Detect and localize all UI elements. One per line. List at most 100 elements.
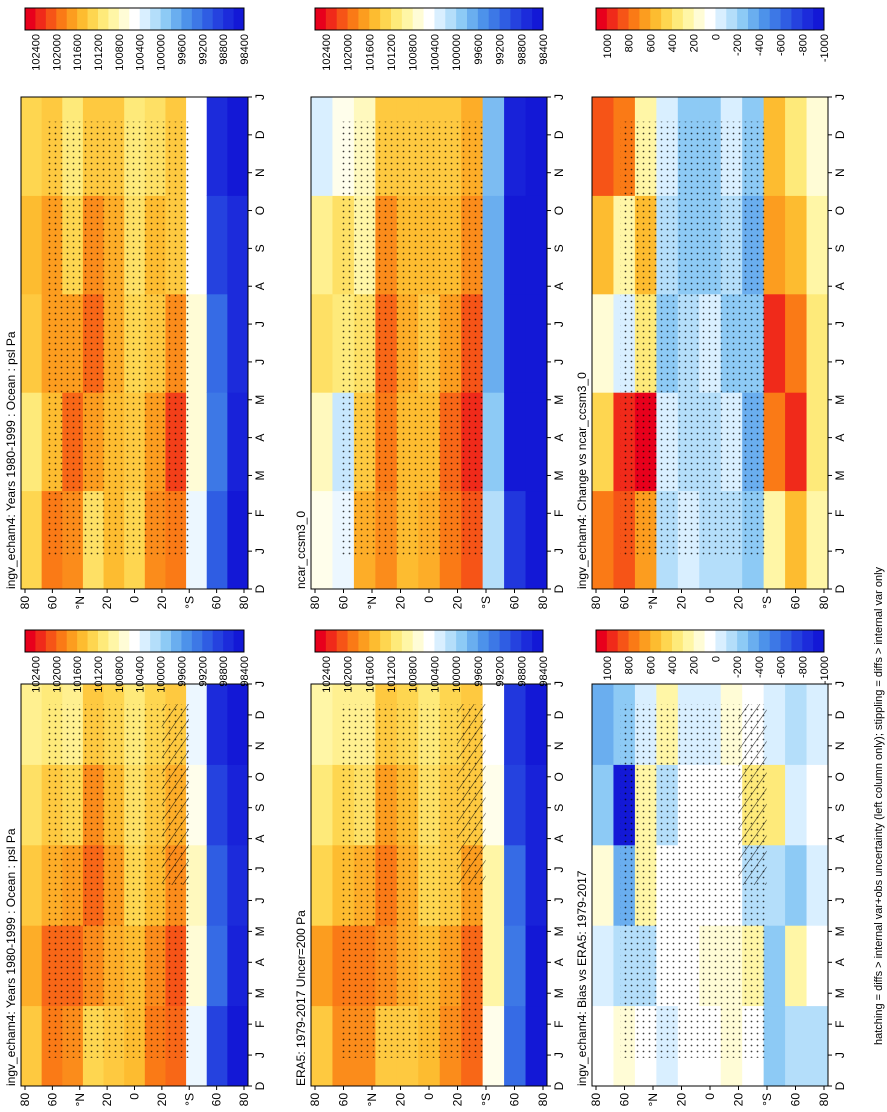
- heatmap-cell: [482, 684, 505, 765]
- lat-tick-label: 20: [394, 1093, 408, 1107]
- time-tick-label: D: [833, 1081, 847, 1090]
- colorbar-swatch: [769, 8, 781, 30]
- colorbar-swatch: [87, 8, 99, 30]
- lat-tick-label: 80: [817, 1093, 831, 1107]
- colorbar-swatch: [369, 8, 381, 30]
- time-tick-label: A: [552, 434, 566, 442]
- heatmap-cell: [186, 764, 208, 846]
- colorbar-swatch: [87, 630, 99, 652]
- time-tick-label: J: [552, 681, 566, 687]
- time-tick-label: M: [552, 470, 566, 480]
- heatmap-cell: [763, 490, 786, 590]
- heatmap-cell: [525, 392, 548, 492]
- colorbar-label: 99200: [495, 34, 507, 65]
- lat-tick-label: °N: [73, 1093, 87, 1106]
- colorbar-frame: [24, 7, 245, 31]
- time-tick-label: M: [552, 926, 566, 936]
- heatmap-cell: [206, 844, 228, 926]
- time-tick-label: A: [552, 282, 566, 290]
- heatmap-cell: [592, 392, 614, 492]
- heatmap-cell: [482, 925, 505, 1007]
- colorbar-label: 600: [645, 656, 657, 674]
- colorbar-swatch: [477, 8, 490, 30]
- heatmap-cell: [592, 684, 614, 765]
- lat-tick-label: 60: [45, 596, 59, 610]
- heatmap-cell: [206, 97, 228, 196]
- lat-tick-label: 20: [675, 596, 689, 610]
- time-tick-label: M: [253, 395, 267, 405]
- heatmap-cell: [21, 844, 43, 926]
- colorbar-swatch: [77, 630, 88, 652]
- heatmap-cell: [186, 293, 208, 393]
- time-tick-label: F: [833, 510, 847, 517]
- colorbar-label: 98400: [538, 34, 550, 65]
- time-tick-label: D: [833, 584, 847, 593]
- time-tick-label: M: [253, 988, 267, 998]
- colorbar-swatch: [150, 630, 161, 652]
- heatmap-cell: [504, 392, 527, 492]
- heatmap-cell: [311, 844, 333, 926]
- time-tick-label: O: [833, 772, 847, 781]
- heatmap-cell: [186, 97, 208, 196]
- colorbar-label: 100400: [135, 34, 147, 71]
- colorbar-label: 400: [667, 34, 679, 52]
- colorbar-swatch: [467, 8, 479, 30]
- colorbar-swatch: [380, 630, 392, 652]
- heatmap-cell: [592, 925, 614, 1007]
- colorbar-label: 100000: [451, 34, 463, 71]
- heatmap-cell: [227, 1005, 249, 1087]
- heatmap-cell: [206, 195, 228, 295]
- heatmap-cell: [592, 1005, 614, 1087]
- time-tick-label: S: [253, 244, 267, 252]
- colorbar-swatch: [191, 8, 203, 30]
- time-tick-label: S: [253, 804, 267, 812]
- lat-tick-label: 20: [675, 1093, 689, 1107]
- colorbar-swatch: [758, 8, 771, 30]
- hatching-overlay: [161, 704, 189, 885]
- lat-tick-label: 80: [817, 596, 831, 610]
- time-tick-label: J: [253, 867, 267, 873]
- time-tick-label: O: [552, 772, 566, 781]
- colorbar-label: -800: [797, 34, 809, 56]
- colorbar-label: 100000: [156, 34, 168, 71]
- heatmap-cell: [227, 392, 249, 492]
- time-tick-label: F: [833, 1020, 847, 1027]
- heatmap-cell: [311, 925, 333, 1007]
- colorbar-swatch: [56, 630, 68, 652]
- colorbar-label: -600: [776, 34, 788, 56]
- colorbar-swatch: [401, 630, 414, 652]
- colorbar-swatch: [704, 8, 716, 30]
- lat-tick-label: 80: [589, 596, 603, 610]
- heatmap-cell: [504, 925, 527, 1007]
- colorbar-label: 99600: [176, 34, 188, 65]
- panel-p5: 80 60 °N 20 0 20 °S 60 80DJFMAMJJASONDJingv_echa…: [575, 629, 847, 1107]
- panel-title: ingv_echam4: Years 1980-1999 : Ocean : p…: [4, 331, 18, 589]
- lat-tick-label: 60: [618, 1093, 632, 1107]
- heatmap-cell: [806, 764, 829, 846]
- time-tick-label: O: [552, 206, 566, 215]
- heatmap-cell: [482, 1005, 505, 1087]
- colorbar-swatch: [606, 8, 619, 30]
- panel-title: ncar_ccsm3_0: [294, 511, 308, 589]
- heatmap-cell: [227, 844, 249, 926]
- colorbar-frame: [595, 629, 825, 653]
- colorbar-label: 1000: [602, 656, 614, 680]
- colorbar-label: 100800: [408, 656, 420, 693]
- colorbar-label: -600: [776, 656, 788, 678]
- colorbar-swatch: [336, 8, 348, 30]
- colorbar-swatch: [171, 8, 182, 30]
- colorbar-label: 200: [689, 34, 701, 52]
- heatmap-cell: [525, 1005, 548, 1087]
- colorbar-label: 98800: [516, 34, 528, 65]
- heatmap-cell: [21, 293, 43, 393]
- colorbar-swatch: [139, 8, 151, 30]
- time-tick-label: A: [552, 958, 566, 966]
- colorbar-swatch: [596, 630, 608, 652]
- colorbar-swatch: [391, 8, 403, 30]
- colorbar-swatch: [682, 8, 695, 30]
- colorbar-swatch: [358, 8, 370, 30]
- colorbar-swatch: [672, 630, 684, 652]
- colorbar-frame: [24, 629, 245, 653]
- time-tick-label: S: [552, 804, 566, 812]
